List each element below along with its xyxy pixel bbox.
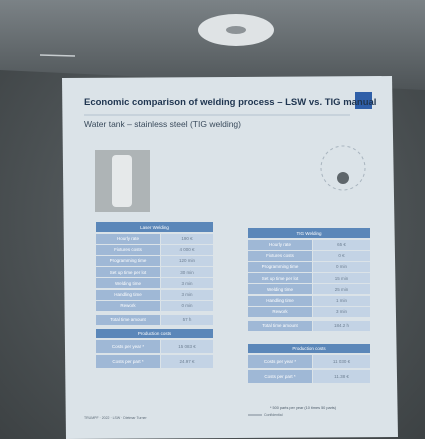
cost-value: 15 083 € [161, 340, 213, 353]
row-label: Set up time per lot [248, 273, 312, 283]
row-label: Welding time [96, 278, 160, 288]
cost-value: 11.38 € [313, 370, 370, 383]
footer-center: Confidential [264, 413, 282, 417]
row-label: Programming time [96, 256, 160, 266]
row-label: Set up time per lot [96, 267, 160, 277]
cost-value: 11 030 € [313, 355, 370, 368]
slide-subtitle: Water tank – stainless steel (TIG weldin… [84, 119, 241, 129]
row-value: 0 min [313, 262, 370, 272]
row-label: Total time amount [96, 315, 160, 325]
ceiling-light [40, 55, 75, 56]
costs-header: Production costs [248, 344, 370, 353]
slide-title: Economic comparison of welding process –… [84, 97, 376, 108]
row-value: 1 min [313, 296, 370, 306]
row-label: Handling time [96, 290, 160, 300]
tank [112, 155, 132, 207]
row-label: Hourly rate [96, 234, 160, 244]
row-label: Rework [248, 307, 312, 317]
footer: TRUMPF · 2022 · LSW · Dietmar Turner [84, 416, 147, 420]
row-value: 0 min [161, 301, 213, 311]
cost-label: Costs per part * [248, 370, 312, 383]
row-label: Programming time [248, 262, 312, 272]
diagram-icon [337, 172, 349, 184]
row-label: Welding time [248, 284, 312, 294]
page: Economic comparison of welding process –… [0, 0, 425, 439]
row-value: 3 min [313, 307, 370, 317]
row-value: 120 min [161, 256, 213, 266]
cost-label: Costs per part * [96, 355, 160, 368]
row-label: Hourly rate [248, 240, 312, 250]
row-label: Fixtures costs [248, 251, 312, 261]
row-label: Rework [96, 301, 160, 311]
row-value: 0 € [313, 251, 370, 261]
row-value: 30 min [161, 267, 213, 277]
row-label: Handling time [248, 296, 312, 306]
cost-value: 24.97 € [161, 355, 213, 368]
table-header: Laser Welding [96, 222, 213, 232]
footnote: * 500 parts per year (10 times 50 parts) [270, 406, 336, 410]
costs-header: Production costs [96, 329, 213, 338]
row-value: 184.2 h [313, 321, 370, 331]
cost-label: Costs per year * [96, 340, 160, 353]
table-header: TIG Welding [248, 228, 370, 238]
row-value: 15 min [313, 273, 370, 283]
row-value: 3 min [161, 290, 213, 300]
row-label: Fixtures costs [96, 245, 160, 255]
scene: Economic comparison of welding process –… [0, 0, 425, 439]
row-value: 25 min [313, 284, 370, 294]
cost-label: Costs per year * [248, 355, 312, 368]
vent-center [226, 26, 246, 34]
row-label: Total time amount [248, 321, 312, 331]
row-value: 190 € [161, 234, 213, 244]
row-value: 4 000 € [161, 245, 213, 255]
row-value: 65 € [313, 240, 370, 250]
row-value: 3 min [161, 278, 213, 288]
row-value: 57 h [161, 315, 213, 325]
